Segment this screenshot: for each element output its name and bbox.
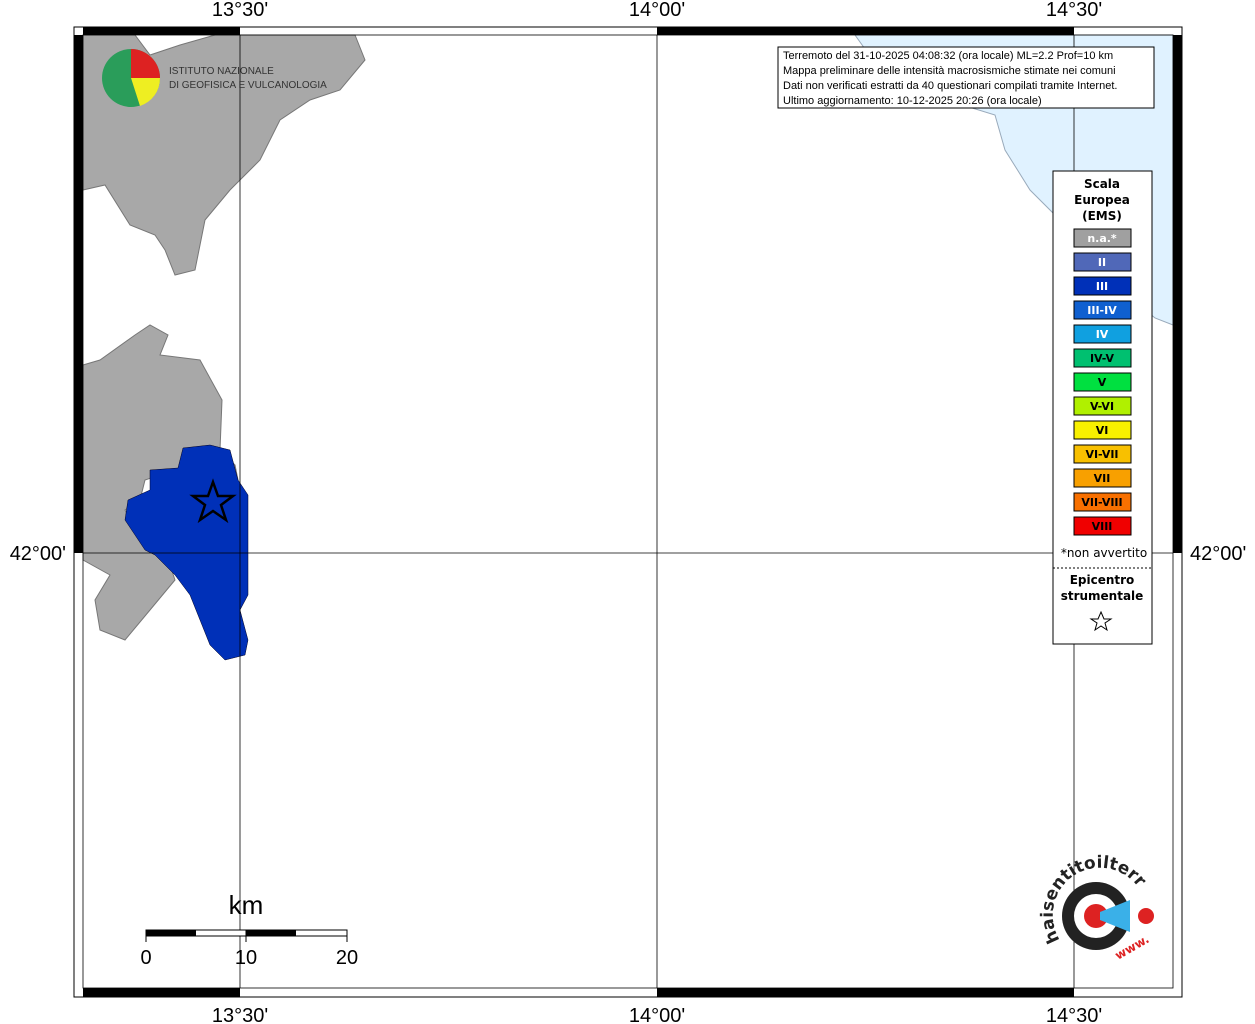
lon-label: 14°30' [1046,0,1102,21]
legend-swatch [1073,516,1132,536]
legend-label: VII-VIII [1081,496,1122,509]
legend-swatch [1073,492,1132,512]
frame-bar [1173,35,1182,553]
info-line: Ultimo aggiornamento: 10-12-2025 20:26 (… [783,95,1042,107]
legend-label: V-VI [1090,400,1114,413]
legend-swatch [1073,468,1132,488]
legend-epicenter: strumentale [1061,589,1144,603]
legend-swatch [1073,348,1132,368]
info-line: Mappa preliminare delle intensità macros… [783,65,1116,77]
legend-label: II [1098,256,1106,269]
lon-label: 13°30' [212,0,268,21]
legend-swatch [1073,300,1132,320]
legend-swatch [1073,372,1132,392]
legend-title: Europea [1074,193,1130,207]
legend-note: *non avvertito [1061,546,1147,560]
legend-swatch [1073,276,1132,296]
info-box [777,46,1155,109]
info-line: Dati non verificati estratti da 40 quest… [783,80,1117,92]
legend-label: VI [1096,424,1109,437]
legend-label: VI-VII [1085,448,1118,461]
legend-swatch [1073,252,1132,272]
logo-text: ISTITUTO NAZIONALE [169,66,274,77]
logo-text: DI GEOFISICA E VULCANOLOGIA [169,80,327,91]
legend: Scala Europea (EMS) *non avvertito Epice… [1052,170,1153,645]
site-logo-dot [1138,908,1154,924]
site-logo-target [1084,904,1108,928]
lon-label: 14°30' [1046,1005,1102,1024]
map-frame [73,26,1183,998]
legend-swatch [1073,396,1132,416]
intensity-area [124,444,249,661]
legend-swatch [1073,444,1132,464]
site-logo-speaker [1100,900,1130,932]
logo-globe [131,49,160,78]
epicenter-star [189,478,237,524]
legend-label: IV-V [1090,352,1115,365]
lon-label: 14°00' [629,1005,685,1024]
ingv-logo: ISTITUTO NAZIONALE DI GEOFISICA E VULCAN… [102,49,327,107]
legend-label: VII [1094,472,1111,485]
scale-segment [246,930,296,936]
legend-label: IV [1096,328,1109,341]
legend-label: n.a.* [1087,232,1117,245]
scale-segment [146,930,196,936]
legend-swatch [1073,420,1132,440]
frame-bar [657,27,1074,35]
legend-epicenter: Epicentro [1070,573,1135,587]
frame-bar [83,27,240,35]
frame-bars [74,27,1182,997]
logo-globe [131,78,161,106]
legend-title: Scala [1084,177,1120,191]
frame-bar [657,988,1074,997]
scale-bar: km 0 10 20 [140,890,358,969]
legend-label: III-IV [1087,304,1117,317]
legend-label: V [1098,376,1107,389]
lat-label: 42°00' [10,543,66,565]
info-line: Terremoto del 31-10-2025 04:08:32 (ora l… [783,50,1113,62]
legend-swatch [1073,324,1132,344]
frame-bar [74,35,83,553]
scale-label: 10 [235,947,257,969]
legend-title: (EMS) [1082,209,1122,223]
legend-label: III [1096,280,1108,293]
lat-label: 42°00' [1190,543,1246,565]
legend-swatch [1073,228,1132,248]
legend-star [1089,610,1113,632]
lon-label: 13°30' [212,1005,268,1024]
legend-label: VIII [1092,520,1113,533]
scale-label: 0 [140,947,151,969]
frame-bar [83,988,240,997]
lon-label: 14°00' [629,0,685,21]
scale-unit: km [229,890,264,920]
scale-label: 20 [336,947,358,969]
